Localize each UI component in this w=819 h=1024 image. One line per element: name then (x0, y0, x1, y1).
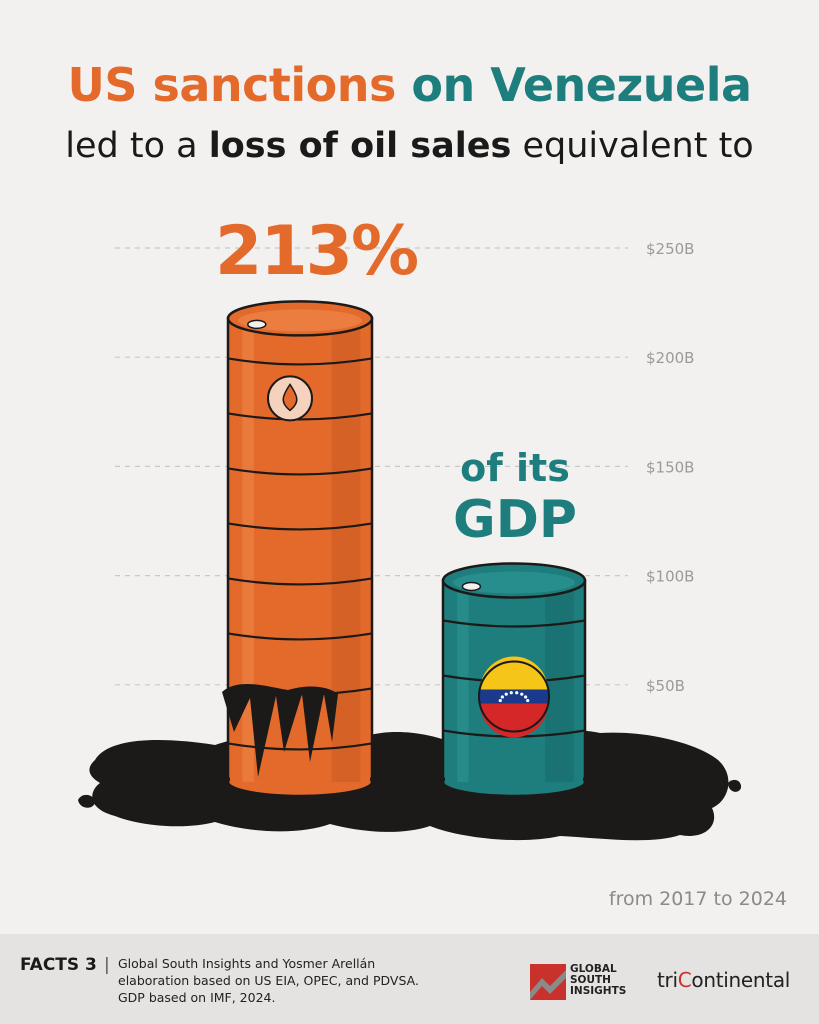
title-led-to: led to a (65, 126, 198, 166)
logo2-tri: tri (657, 968, 678, 992)
barrel-rib (227, 357, 373, 366)
barrel-rib (227, 522, 373, 531)
barrel-rib (227, 412, 373, 421)
source-note: Global South Insights and Yosmer Arellán… (118, 955, 498, 1006)
flag-star-icon (498, 698, 502, 703)
flag-star-icon (504, 692, 508, 696)
oil-spill (78, 728, 742, 841)
barrel-cap (461, 581, 482, 592)
title-loss-of-oil-sales: loss of oil sales (208, 126, 512, 166)
flag-star-icon (520, 692, 524, 696)
source-line-3: GDP based on IMF, 2024. (118, 990, 276, 1005)
barrel-cap (247, 319, 267, 330)
gdp-label: GDP (453, 490, 577, 550)
title-equivalent-to: equivalent to (522, 126, 754, 166)
flag-star-icon (526, 698, 530, 703)
oil-barrel-bar-loss (222, 300, 374, 798)
facts-label: FACTS 3 (20, 955, 97, 975)
title-on-venezuela: on Venezuela (411, 58, 752, 112)
barrel-shade (331, 318, 361, 782)
barrel-rib (227, 742, 373, 751)
barrel-rib (227, 632, 373, 641)
logo1-line3: INSIGHTS (570, 985, 627, 997)
global-south-insights-logo-icon (530, 964, 566, 1000)
y-tick-label: $100B (646, 568, 694, 586)
y-tick-label: $250B (646, 240, 694, 258)
venezuela-flag-blue (480, 689, 548, 704)
barrel-lid-inner (453, 571, 575, 594)
venezuela-flag-outline (478, 660, 550, 733)
barrel-highlight (457, 580, 469, 782)
source-line-1: Global South Insights and Yosmer Arellán (118, 956, 376, 971)
logo2-ontinental: ontinental (691, 968, 791, 992)
tricontinental-logo: triContinental (657, 968, 790, 992)
y-tick-label: $200B (646, 349, 694, 367)
oil-puddle (89, 728, 729, 841)
y-tick-label: $150B (646, 458, 694, 476)
flag-star-icon (509, 691, 513, 695)
barrel-highlight (242, 318, 254, 782)
barrel-rib (227, 577, 373, 586)
barrel-rib (227, 467, 373, 476)
logo1-line2: SOUTH (570, 974, 611, 986)
barrel-rib (442, 619, 586, 628)
source-line-2: elaboration based on US EIA, OPEC, and P… (118, 973, 419, 988)
barrel-shade (545, 580, 574, 782)
of-its-label: of its (460, 446, 570, 490)
flag-star-icon (524, 695, 528, 699)
period-label: from 2017 to 2024 (608, 888, 787, 910)
page-title-line2: led to a loss of oil sales equivalent to (0, 126, 819, 166)
venezuela-flag-red (480, 703, 548, 738)
y-tick-labels: $50B $100B $150B $200B $250B (646, 240, 694, 695)
title-us-sanctions: US sanctions (67, 58, 396, 112)
global-south-insights-logo: GLOBAL SOUTH INSIGHTS (570, 964, 626, 997)
page-title-line1: US sanctions on Venezuela (0, 58, 819, 112)
percentage-callout: 213% (215, 212, 419, 291)
oil-splash-left (78, 794, 95, 808)
oil-drop-icon (282, 383, 298, 412)
logo1-line1: GLOBAL (570, 963, 617, 975)
logo2-c: C (677, 968, 692, 992)
footer (0, 934, 819, 1024)
y-tick-label: $50B (646, 677, 685, 695)
flag-star-icon (500, 695, 504, 699)
oil-barrel-bar-gdp (441, 562, 587, 798)
footer-separator: | (104, 955, 110, 975)
flag-star-icon (515, 691, 519, 695)
oil-drip (222, 683, 338, 777)
barrel-lid-inner (238, 309, 362, 332)
oil-splash-right (728, 779, 742, 792)
